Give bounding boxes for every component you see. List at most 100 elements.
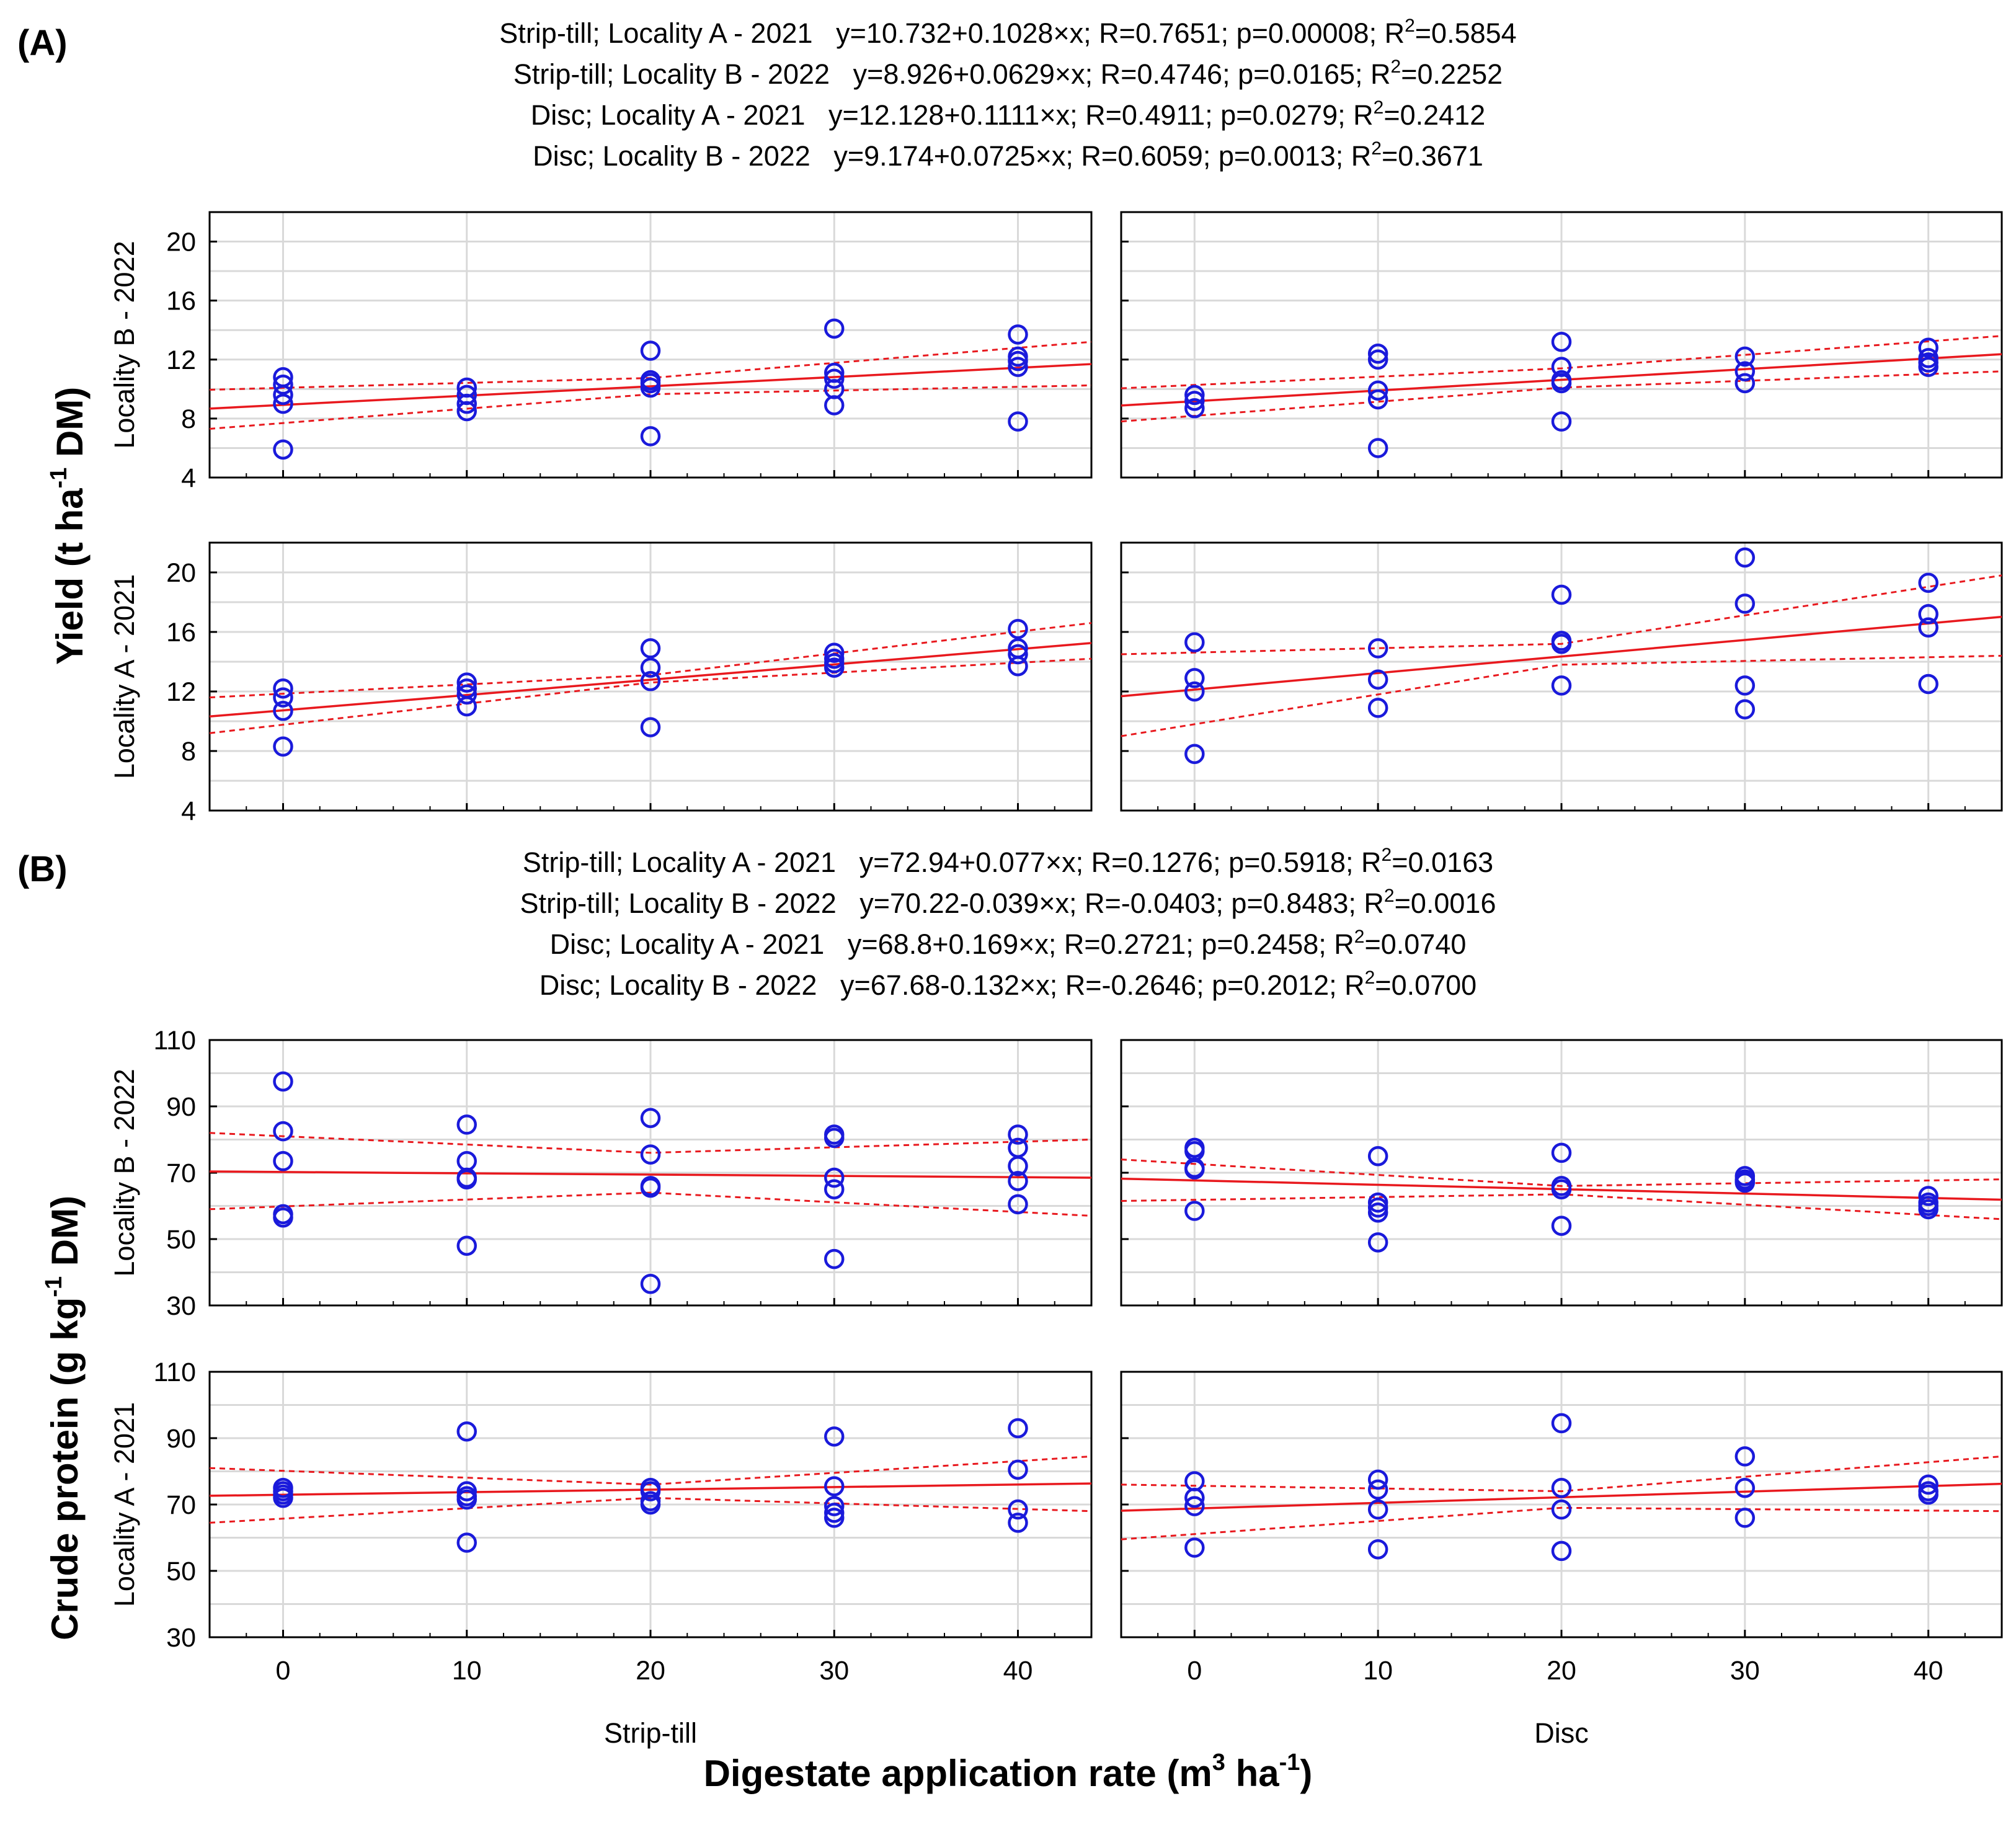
panel-crude-protein-1-0	[1120, 1039, 2003, 1307]
y-tick-label: 30	[166, 1291, 196, 1321]
data-point	[1008, 350, 1028, 371]
data-point	[1184, 1159, 1205, 1180]
y-tick-label: 12	[166, 677, 196, 707]
data-point	[1734, 699, 1756, 720]
data-point	[1551, 1142, 1572, 1163]
panel-crude-protein-1-1: 0 10 20 30 40 Disc	[1120, 1371, 2003, 1749]
y-tick-label: 50	[166, 1557, 196, 1586]
data-point	[1367, 380, 1388, 401]
y-tick-label: 30	[166, 1623, 196, 1653]
panel-yield-1-0	[1120, 211, 2003, 479]
panel-yield-0-1: 4 8 12 16 20 Locality A - 2021	[109, 541, 1093, 826]
y-tick-label: 110	[153, 1026, 196, 1056]
data-point	[1918, 1186, 1938, 1206]
data-point	[1008, 656, 1028, 677]
data-point	[640, 1108, 661, 1128]
data-point	[456, 1532, 477, 1553]
data-point	[824, 657, 845, 678]
data-point	[824, 318, 845, 339]
data-point	[1551, 1499, 1572, 1520]
data-point	[1918, 357, 1938, 377]
data-point	[273, 736, 293, 757]
row-label: Locality A - 2021	[109, 574, 140, 779]
x-tick-label: 40	[1003, 1656, 1033, 1686]
data-point	[1367, 1499, 1388, 1520]
data-point	[640, 377, 661, 398]
y-axis-title-yield: Yield (t ha-1 DM)	[46, 386, 91, 665]
data-point	[1008, 1513, 1028, 1533]
data-point	[1734, 373, 1756, 394]
confidence-band-upper	[1121, 1158, 2002, 1187]
confidence-band-lower	[209, 1191, 1092, 1217]
data-point	[1551, 1179, 1572, 1199]
data-point	[640, 717, 661, 737]
data-point	[1734, 1446, 1756, 1467]
confidence-band-lower	[209, 657, 1092, 734]
regression-line	[209, 1482, 1092, 1497]
y-tick-label: 12	[166, 345, 196, 375]
data-point	[456, 1235, 477, 1256]
confidence-band-upper	[1121, 1455, 2002, 1493]
data-point	[273, 1071, 293, 1092]
y-tick-label: 90	[166, 1424, 196, 1454]
x-tick-label: 30	[1730, 1656, 1760, 1686]
column-label: Strip-till	[604, 1717, 697, 1749]
data-point	[273, 678, 293, 699]
confidence-band-lower	[209, 384, 1092, 430]
data-point	[273, 700, 293, 721]
data-point	[1918, 673, 1938, 695]
data-point	[273, 1151, 293, 1171]
data-point	[1008, 1156, 1028, 1176]
equation-line: Strip-till; Locality A - 2021 y=10.732+0…	[499, 16, 1517, 50]
equation-line: Strip-till; Locality A - 2021 y=72.94+0.…	[522, 845, 1494, 879]
confidence-band-upper	[1121, 574, 2002, 656]
data-point	[1008, 1459, 1028, 1480]
data-point	[1367, 349, 1388, 370]
y-tick-label: 4	[181, 463, 196, 493]
y-tick-label: 70	[166, 1158, 196, 1188]
data-point	[1734, 675, 1756, 696]
data-point	[640, 1481, 661, 1501]
y-tick-label: 16	[166, 618, 196, 647]
section-a-label: (A)	[17, 23, 68, 63]
data-point	[273, 1207, 293, 1228]
data-point	[456, 696, 477, 717]
data-point	[1918, 572, 1938, 593]
x-tick-label: 40	[1914, 1656, 1943, 1686]
panel-crude-protein-0-0: 30 50 70 90 110 Locality B - 2022	[109, 1026, 1093, 1321]
data-point	[1551, 584, 1572, 605]
equation-line: Disc; Locality A - 2021 y=12.128+0.1111×…	[530, 97, 1486, 131]
y-axis-title-protein: Crude protein (g kg-1 DM)	[41, 1195, 86, 1640]
panel-yield-1-1	[1120, 541, 2003, 812]
data-point	[1551, 1413, 1572, 1434]
regression-line	[209, 363, 1092, 410]
data-point	[1918, 1474, 1938, 1495]
y-tick-label: 16	[166, 287, 196, 316]
equation-line: Disc; Locality A - 2021 y=68.8+0.169×x; …	[549, 927, 1467, 961]
data-point	[456, 684, 477, 705]
data-point	[1008, 1171, 1028, 1191]
data-point	[824, 1248, 845, 1269]
data-point	[824, 395, 845, 416]
data-point	[456, 1169, 477, 1189]
data-point	[1367, 438, 1388, 458]
data-point	[1008, 357, 1028, 377]
data-point	[1367, 344, 1388, 364]
equation-line: Disc; Locality B - 2022 y=9.174+0.0725×x…	[533, 138, 1483, 172]
row-label: Locality B - 2022	[109, 241, 140, 448]
data-point	[1184, 632, 1205, 653]
regression-line	[1121, 353, 2002, 407]
confidence-band-upper	[1121, 335, 2002, 389]
data-point	[1551, 633, 1572, 654]
data-point	[1918, 1484, 1938, 1505]
data-point	[1008, 1124, 1028, 1145]
data-point	[1367, 1232, 1388, 1253]
data-point	[1918, 337, 1938, 358]
data-point	[640, 340, 661, 361]
data-point	[1734, 346, 1756, 367]
data-point	[824, 1167, 845, 1188]
data-point	[1551, 1216, 1572, 1236]
x-tick-label: 0	[1187, 1656, 1202, 1686]
confidence-band-upper	[209, 1132, 1092, 1154]
data-point	[640, 657, 661, 678]
